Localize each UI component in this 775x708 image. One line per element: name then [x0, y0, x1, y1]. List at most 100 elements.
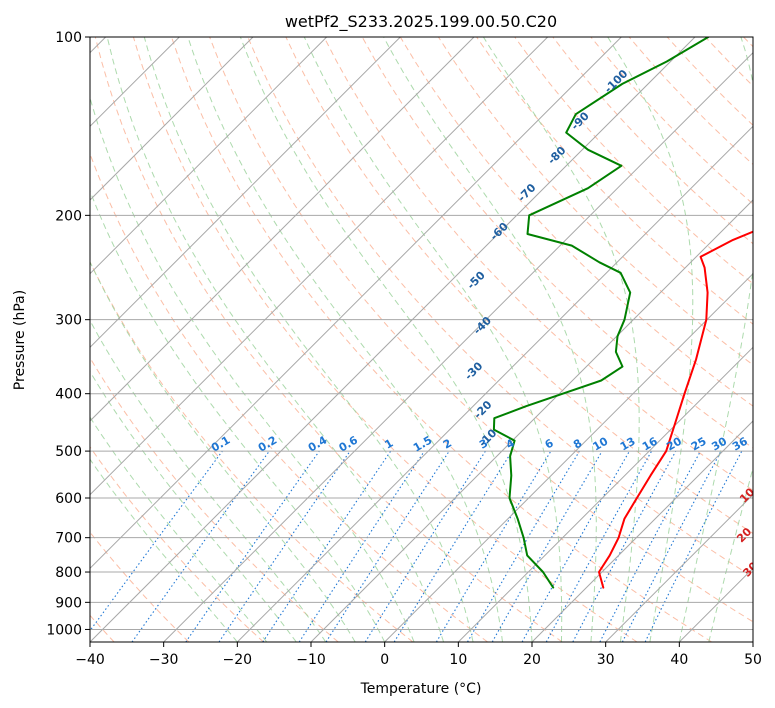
dry-adiabat-label: 40: [764, 584, 775, 604]
dry-adiabat: [94, 37, 563, 642]
y-tick-label: 700: [55, 531, 82, 547]
mixing-ratio-line: [521, 450, 630, 642]
x-tick-label: 40: [670, 652, 688, 668]
isotherm: [678, 567, 753, 642]
mixing-ratio-line: [131, 450, 270, 642]
isotherm: [457, 346, 753, 642]
background-guide-lines: [90, 37, 753, 642]
dry-adiabat: [90, 531, 190, 642]
guide-label-layer: 0.1 0.2 0.4 0.6 1 1.5 2 3 4 6 8 10 13 16 20 25 30 36-100-…: [209, 67, 775, 604]
y-tick-label: 400: [55, 387, 82, 403]
isotherm: [90, 37, 475, 422]
x-tick-label: 0: [380, 652, 389, 668]
mixing-ratio-line: [325, 450, 450, 642]
mixing-ratio-label: 2: [441, 437, 454, 452]
plot-frame: [89, 36, 754, 643]
dewpoint-line: [492, 37, 710, 589]
mixing-ratio-line: [185, 450, 320, 642]
x-tick-label: 10: [449, 652, 467, 668]
moist-adiabat: [678, 37, 753, 642]
moist-adiabat: [482, 37, 640, 642]
y-axis-ticks: 100 200 300 400 500 600 700 800 900 1000: [46, 30, 90, 638]
moist-adiabat: [90, 319, 327, 642]
dry-adiabat: [743, 37, 753, 48]
mixing-ratio-line: [364, 450, 486, 642]
plot-area: 0.1 0.2 0.4 0.6 1 1.5 2 3 4 6 8 10 13 16 20 25 30 36-100-…: [90, 37, 775, 642]
isotherm: [236, 125, 753, 642]
isotherm: [531, 420, 753, 642]
x-tick-label: −40: [75, 652, 105, 668]
y-tick-label: 300: [55, 313, 82, 329]
dry-adiabat: [247, 37, 753, 578]
y-tick-label: 800: [55, 565, 82, 581]
moist-adiabat: [383, 37, 597, 642]
mixing-ratio-line: [262, 450, 392, 642]
mixing-ratio-line: [467, 450, 580, 642]
dry-adiabat: [590, 37, 753, 205]
dry-adiabat: [552, 37, 753, 245]
moist-adiabat: [90, 189, 386, 642]
mixing-ratio-line: [298, 450, 425, 642]
isotherm: [90, 37, 328, 275]
dry-adiabat: [704, 37, 753, 87]
isotherm: [163, 51, 753, 642]
moist-adiabat: [143, 37, 474, 642]
moist-adiabat: [90, 458, 238, 642]
dry-adiabat-label: -70: [515, 181, 538, 204]
dry-adiabat-label: -80: [545, 144, 568, 167]
dry-adiabat: [171, 37, 712, 642]
isotherm: [605, 493, 753, 642]
mixing-ratio-line: [644, 450, 743, 642]
moist-adiabat: [303, 37, 563, 642]
dry-adiabat-label: -40: [471, 314, 494, 337]
y-tick-label: 1000: [46, 622, 82, 638]
isotherm: [310, 199, 753, 642]
mixing-ratio-label: 4: [504, 436, 517, 451]
dry-adiabat: [476, 37, 753, 325]
dry-adiabat: [666, 37, 753, 126]
isotherm: [384, 272, 753, 642]
dry-adiabat: [285, 37, 753, 535]
isotherm: [752, 641, 753, 642]
chart-title: wetPf2_S233.2025.199.00.50.C20: [285, 12, 557, 32]
x-tick-label: −30: [149, 652, 179, 668]
x-axis-label: Temperature (°C): [360, 681, 482, 697]
y-tick-label: 900: [55, 595, 82, 611]
moist-adiabat: [90, 370, 297, 642]
moist-adiabat: [90, 416, 268, 642]
temperature-line: [598, 230, 753, 589]
dry-adiabat: [90, 446, 264, 642]
dry-adiabat: [132, 37, 638, 642]
moist-adiabat: [90, 260, 356, 642]
isotherm: [90, 37, 549, 496]
moist-adiabat: [607, 37, 694, 642]
moist-adiabat: [708, 466, 753, 642]
dry-adiabat: [90, 152, 488, 642]
dry-adiabat-label: 20: [734, 525, 754, 545]
dry-adiabat-label: 0: [759, 425, 774, 440]
dry-adiabat-label: -50: [465, 269, 488, 292]
isotherm: [90, 37, 622, 570]
series-layer: [492, 37, 753, 589]
y-axis-label: Pressure (hPa): [12, 290, 28, 390]
mixing-ratio-line: [572, 450, 677, 642]
x-tick-label: 20: [523, 652, 541, 668]
mixing-ratio-line: [393, 450, 513, 642]
dry-adiabat: [323, 37, 753, 491]
dry-adiabat-label: 10: [737, 485, 757, 505]
dry-adiabat-label: 30: [740, 559, 760, 579]
isotherm: [90, 37, 696, 642]
dry-adiabat: [209, 37, 753, 623]
x-tick-label: 50: [744, 652, 762, 668]
y-tick-label: 600: [55, 491, 82, 507]
y-tick-label: 500: [55, 444, 82, 460]
mixing-ratio-label: 6: [543, 436, 556, 451]
y-tick-label: 100: [55, 30, 82, 46]
x-tick-label: 30: [597, 652, 615, 668]
dry-adiabat: [437, 37, 753, 366]
moist-adiabat: [239, 37, 533, 642]
mixing-ratio-line: [218, 450, 351, 642]
mixing-ratio-line: [90, 450, 223, 632]
x-tick-label: −20: [223, 652, 253, 668]
